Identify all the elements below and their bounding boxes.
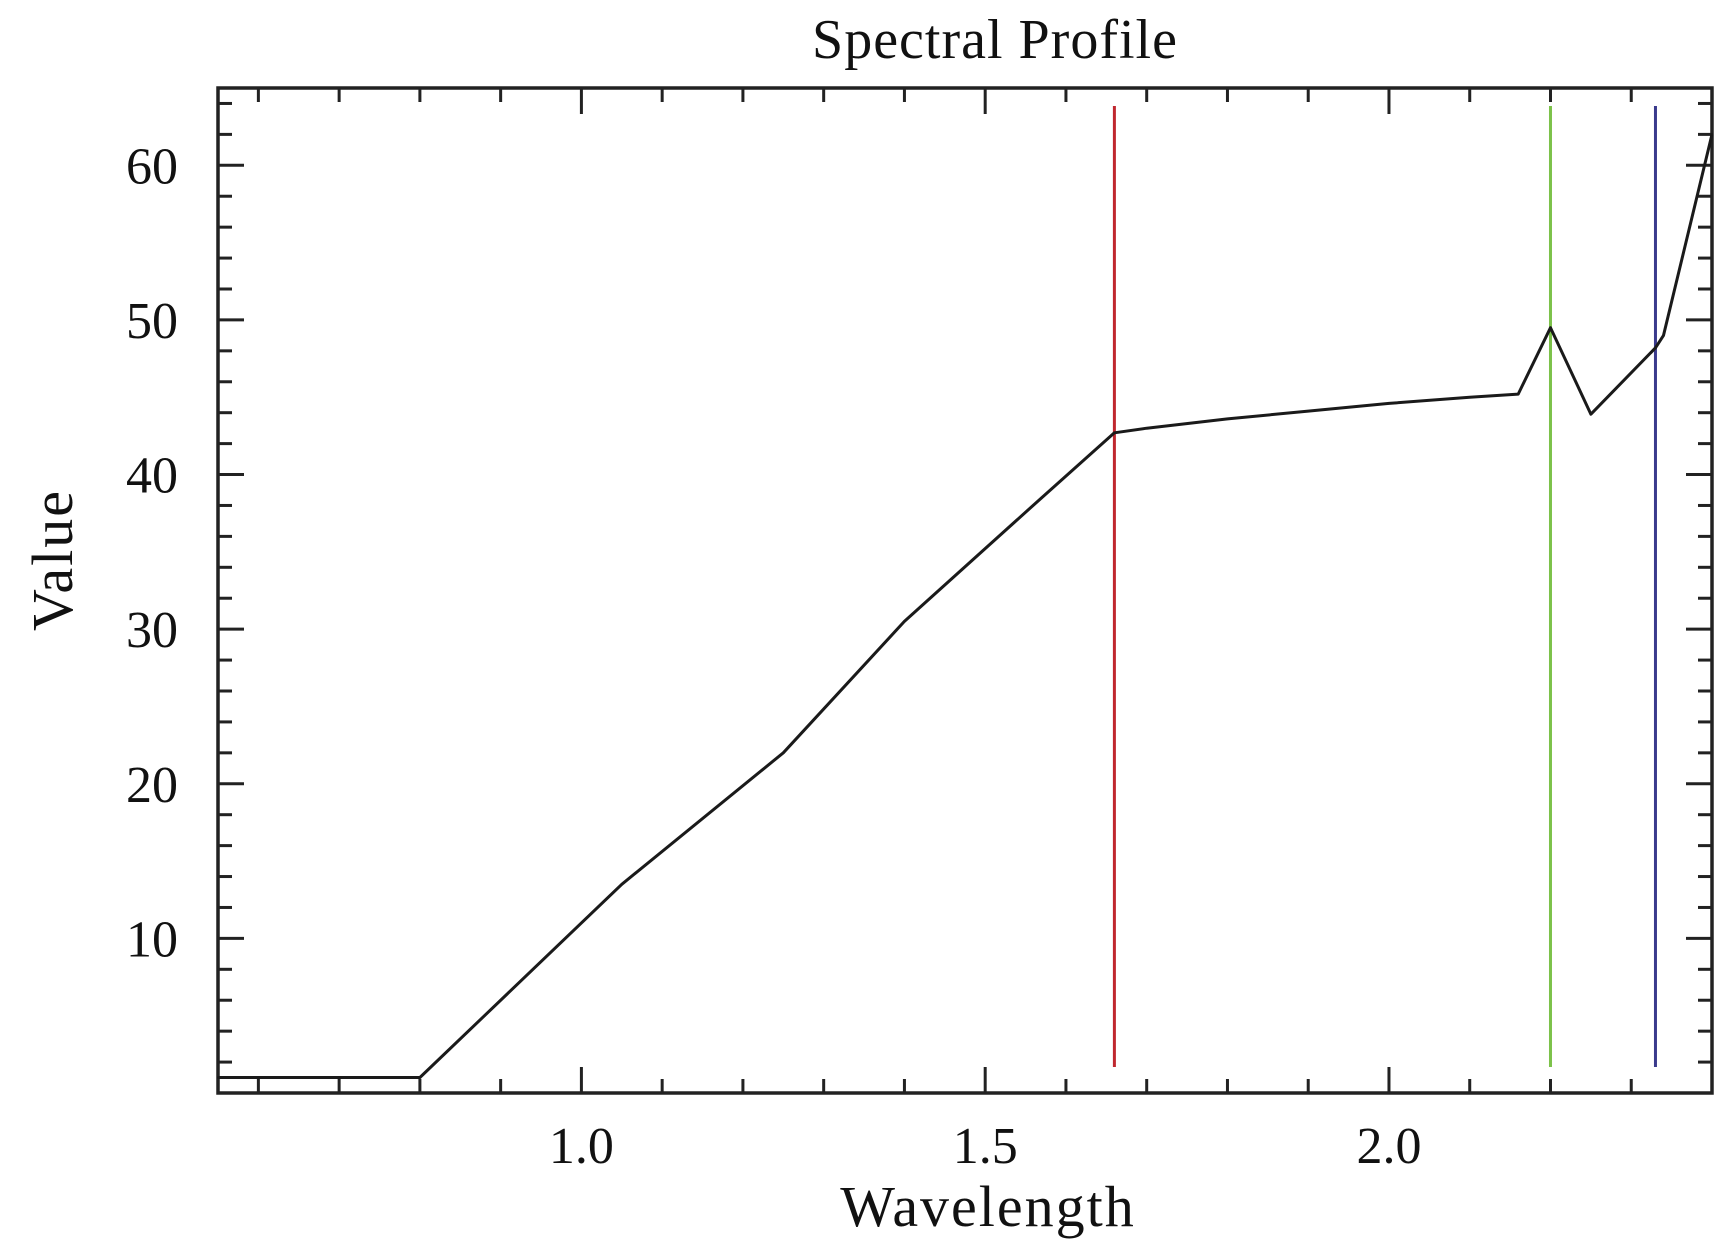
x-tick-label: 1.0 [549, 1118, 614, 1175]
series-point [1516, 392, 1520, 396]
series-point [620, 883, 623, 886]
series-line [218, 134, 1714, 1079]
y-tick-label: 60 [126, 138, 178, 195]
y-tick-label: 50 [126, 293, 178, 350]
series-point [1113, 431, 1116, 434]
y-tick-label: 30 [126, 602, 178, 659]
series-point [418, 1076, 422, 1079]
y-tick-label: 10 [126, 911, 178, 968]
series-point [782, 751, 785, 755]
series-point [1549, 326, 1552, 329]
series-point [483, 1014, 486, 1017]
series-point [1468, 396, 1471, 399]
series-point [216, 1076, 220, 1079]
x-tick-label: 2.0 [1356, 1118, 1421, 1175]
y-axis-title: Value [20, 489, 85, 631]
plot-frame [216, 86, 1714, 1095]
series-point [1307, 409, 1310, 413]
series-point [1145, 426, 1148, 430]
series-point [1387, 402, 1391, 405]
series-point [1710, 133, 1714, 136]
series-point [1589, 413, 1593, 416]
series-point [1654, 346, 1657, 349]
series-point [1040, 496, 1043, 499]
series-point [903, 620, 906, 623]
chart-title: Spectral Profile [812, 9, 1178, 71]
y-tick-label: 20 [126, 757, 178, 814]
plot-area: 1.0 1.5 2.0 10 20 30 40 50 60 [126, 86, 1714, 1175]
y-tick-label: 40 [126, 448, 178, 505]
series-point [1226, 417, 1229, 421]
x-tick-label: 1.5 [953, 1118, 1018, 1175]
series-point [1662, 334, 1665, 337]
x-axis-title: Wavelength [840, 1174, 1136, 1239]
